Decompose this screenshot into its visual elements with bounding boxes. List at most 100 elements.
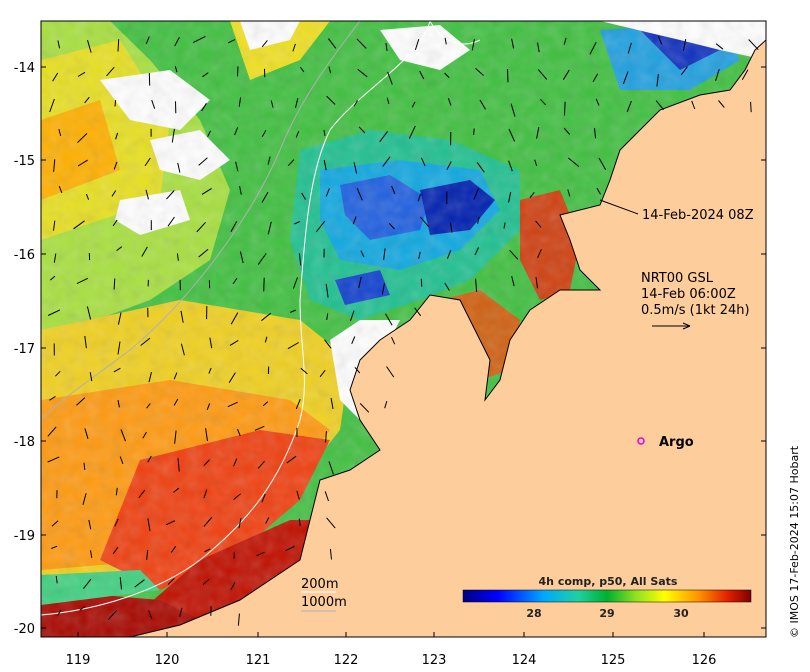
- current-vector: [326, 313, 329, 320]
- current-vector: [198, 248, 209, 258]
- current-vector: [114, 518, 119, 527]
- current-vector: [330, 397, 334, 409]
- current-vector: [420, 278, 423, 287]
- current-vector: [300, 367, 308, 375]
- current-vector: [444, 72, 450, 79]
- current-vector: [85, 193, 90, 200]
- current-vector: [209, 337, 213, 349]
- current-vector: [140, 337, 151, 346]
- current-vector: [166, 190, 175, 200]
- current-vector: [257, 460, 265, 469]
- timestamp-label: 14-Feb-2024 08Z: [642, 208, 754, 223]
- current-vector: [626, 100, 632, 113]
- current-vector: [76, 397, 86, 406]
- current-vector: [77, 159, 88, 167]
- current-vector: [49, 395, 56, 401]
- current-vector: [267, 221, 272, 235]
- current-vector: [385, 313, 393, 326]
- imos-credit: © IMOS 17-Feb-2024 15:07 Hobart: [788, 445, 801, 638]
- current-vector: [145, 36, 150, 45]
- current-vector: [174, 37, 180, 47]
- current-vector: [208, 367, 212, 374]
- current-vector: [379, 131, 388, 143]
- current-vector: [55, 575, 58, 584]
- y-tick-label: -17: [14, 342, 35, 357]
- current-vector: [511, 38, 515, 49]
- current-vector: [508, 160, 513, 172]
- current-vector: [323, 129, 326, 136]
- current-vector: [359, 403, 370, 413]
- current-vector: [325, 283, 329, 298]
- current-vector: [83, 578, 92, 590]
- current-vector: [174, 66, 178, 73]
- current-vector: [471, 39, 475, 51]
- colorbar-tick-29: 29: [599, 607, 614, 620]
- current-vector: [198, 157, 208, 166]
- current-vector: [116, 246, 123, 252]
- current-vector: [115, 132, 119, 140]
- current-vector: [120, 429, 126, 442]
- current-vector: [326, 95, 336, 105]
- current-vector: [360, 250, 365, 258]
- current-vector: [358, 126, 366, 134]
- current-vector: [79, 606, 85, 611]
- current-vector: [295, 131, 300, 138]
- current-vector: [476, 162, 485, 173]
- currents-legend-arrow: [652, 322, 691, 330]
- current-vector: [87, 39, 92, 53]
- current-vector: [119, 456, 124, 464]
- current-vector: [384, 400, 388, 409]
- current-vector: [592, 73, 599, 83]
- current-vector: [147, 518, 151, 532]
- current-vector: [84, 336, 87, 349]
- current-vector: [680, 66, 688, 76]
- current-vector: [262, 401, 269, 407]
- current-vector: [167, 578, 175, 585]
- current-vector: [420, 157, 426, 167]
- current-vector: [239, 251, 244, 264]
- current-vector: [408, 125, 416, 139]
- current-vector: [73, 220, 85, 230]
- y-tick-label: -18: [14, 435, 35, 450]
- current-vector: [261, 312, 272, 322]
- current-vector: [227, 401, 238, 408]
- current-vector: [147, 455, 152, 463]
- current-vector: [165, 520, 176, 526]
- current-vector: [47, 426, 57, 437]
- current-vector: [232, 277, 238, 285]
- current-vector: [207, 130, 211, 137]
- current-vector: [84, 428, 89, 439]
- current-vector: [173, 372, 178, 380]
- current-vector: [352, 216, 357, 225]
- current-vector: [656, 73, 659, 87]
- x-tick-label: 121: [246, 653, 271, 668]
- current-vector: [536, 127, 540, 139]
- current-vector: [287, 342, 299, 350]
- current-vector: [233, 458, 238, 467]
- current-vector: [148, 610, 153, 620]
- current-vector: [540, 98, 547, 106]
- current-vector: [49, 98, 55, 113]
- map-plot-area: [41, 21, 766, 637]
- current-vector: [53, 159, 56, 172]
- current-vector: [170, 545, 177, 553]
- current-vector: [598, 157, 607, 171]
- current-vector: [351, 336, 356, 344]
- current-vector: [192, 35, 206, 44]
- current-vector: [138, 489, 146, 499]
- current-vector: [115, 487, 118, 496]
- current-vector: [144, 157, 151, 167]
- current-vector: [261, 40, 268, 48]
- current-vector: [57, 609, 62, 616]
- current-vector: [292, 43, 296, 52]
- current-vector: [328, 38, 337, 49]
- current-vector: [201, 103, 207, 112]
- current-vector: [479, 99, 486, 110]
- current-vector: [324, 339, 332, 349]
- y-tick-label: -20: [14, 622, 35, 637]
- current-vector: [141, 246, 148, 257]
- current-vector: [349, 310, 355, 322]
- current-vector: [237, 428, 241, 437]
- currents-legend-line1: NRT00 GSL: [641, 271, 714, 286]
- land-mass: [129, 21, 766, 637]
